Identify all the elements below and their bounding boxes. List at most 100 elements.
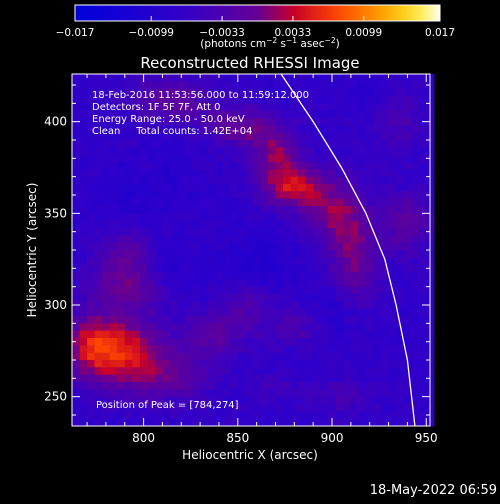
heatmap-cell xyxy=(117,81,126,90)
heatmap-cell xyxy=(169,88,179,97)
heatmap-cell xyxy=(418,323,427,332)
heatmap-cell xyxy=(388,169,397,178)
heatmap-cell xyxy=(87,184,96,192)
heatmap-cell xyxy=(260,389,269,398)
heatmap-cell xyxy=(200,191,209,200)
heatmap-cell xyxy=(411,213,420,222)
heatmap-cell xyxy=(411,301,420,310)
heatmap-cell xyxy=(154,132,163,141)
heatmap-cell xyxy=(147,396,156,405)
heatmap-cell xyxy=(139,228,148,236)
heatmap-cell xyxy=(298,88,307,97)
heatmap-cell xyxy=(275,338,284,346)
heatmap-cell xyxy=(162,96,171,104)
heatmap-cell xyxy=(124,110,133,119)
heatmap-cell xyxy=(298,374,307,383)
heatmap-cell xyxy=(396,96,405,104)
heatmap-cell xyxy=(154,191,163,200)
heatmap-cell xyxy=(320,345,329,354)
heatmap-cell xyxy=(237,74,246,82)
heatmap-cell xyxy=(177,132,186,141)
heatmap-cell xyxy=(177,411,186,420)
heatmap-cell xyxy=(283,110,292,119)
heatmap-cell xyxy=(267,264,276,273)
heatmap-cell xyxy=(200,125,209,134)
heatmap-cell xyxy=(215,272,224,280)
heatmap-cell xyxy=(396,308,405,317)
heatmap-cell xyxy=(313,279,322,288)
heatmap-cell xyxy=(222,418,231,427)
heatmap-cell xyxy=(335,382,344,390)
heatmap-cell xyxy=(411,323,420,332)
heatmap-cell xyxy=(305,389,314,398)
heatmap-cell xyxy=(298,74,307,82)
heatmap-cell xyxy=(72,154,81,163)
heatmap-cell xyxy=(207,264,216,273)
heatmap-cell xyxy=(200,338,209,346)
heatmap-cell xyxy=(313,308,322,317)
heatmap-cell xyxy=(358,396,367,405)
heatmap-cell xyxy=(267,286,276,295)
heatmap-cell xyxy=(365,169,374,178)
heatmap-cell xyxy=(207,404,216,412)
heatmap-cell xyxy=(117,382,126,390)
heatmap-cell xyxy=(335,345,344,354)
heatmap-cell xyxy=(335,81,344,90)
heatmap-image xyxy=(72,74,435,427)
heatmap-cell xyxy=(275,418,284,427)
heatmap-cell xyxy=(72,132,81,141)
heatmap-cell xyxy=(418,264,427,273)
heatmap-cell xyxy=(147,162,156,170)
heatmap-cell xyxy=(102,264,111,273)
heatmap-cell xyxy=(328,176,337,185)
heatmap-cell xyxy=(124,96,133,104)
heatmap-cell xyxy=(320,411,329,420)
heatmap-cell xyxy=(109,294,118,302)
heatmap-cell xyxy=(162,162,171,170)
heatmap-cell xyxy=(102,184,111,192)
heatmap-cell xyxy=(418,96,427,104)
heatmap-cell xyxy=(117,250,126,258)
heatmap-cell xyxy=(388,125,397,134)
heatmap-cell xyxy=(200,242,209,251)
heatmap-cell xyxy=(147,360,156,368)
heatmap-cell xyxy=(109,316,118,324)
heatmap-cell xyxy=(373,74,382,82)
heatmap-cell xyxy=(283,96,292,104)
heatmap-cell xyxy=(117,213,126,222)
heatmap-cell xyxy=(275,88,284,97)
heatmap-cell xyxy=(343,88,352,97)
heatmap-cell xyxy=(79,235,88,244)
heatmap-cell xyxy=(230,382,239,390)
heatmap-cell xyxy=(177,235,186,244)
heatmap-cell xyxy=(87,418,96,427)
heatmap-cell xyxy=(381,242,390,251)
heatmap-cell xyxy=(358,279,367,288)
heatmap-cell xyxy=(230,125,239,134)
heatmap-cell xyxy=(320,308,329,317)
heatmap-cell xyxy=(79,389,88,398)
heatmap-cell xyxy=(154,125,163,134)
heatmap-cell xyxy=(185,279,194,288)
heatmap-cell xyxy=(109,125,118,134)
heatmap-cell xyxy=(207,294,216,302)
heatmap-cell xyxy=(185,338,194,346)
heatmap-cell xyxy=(343,294,352,302)
heatmap-cell xyxy=(72,162,81,170)
heatmap-cell xyxy=(72,250,81,258)
heatmap-cell xyxy=(94,242,103,251)
heatmap-cell xyxy=(388,110,397,119)
heatmap-cell xyxy=(117,374,126,383)
heatmap-cell xyxy=(320,367,329,376)
heatmap-cell xyxy=(252,330,261,339)
heatmap-cell xyxy=(313,110,322,119)
heatmap-cell xyxy=(252,88,261,97)
heatmap-cell xyxy=(403,125,412,134)
heatmap-cell xyxy=(283,338,292,346)
heatmap-cell xyxy=(290,374,299,383)
heatmap-cell xyxy=(162,257,171,266)
heatmap-cell xyxy=(252,250,261,258)
heatmap-cell xyxy=(200,264,209,273)
heatmap-cell xyxy=(72,184,81,192)
heatmap-cell xyxy=(290,323,299,332)
